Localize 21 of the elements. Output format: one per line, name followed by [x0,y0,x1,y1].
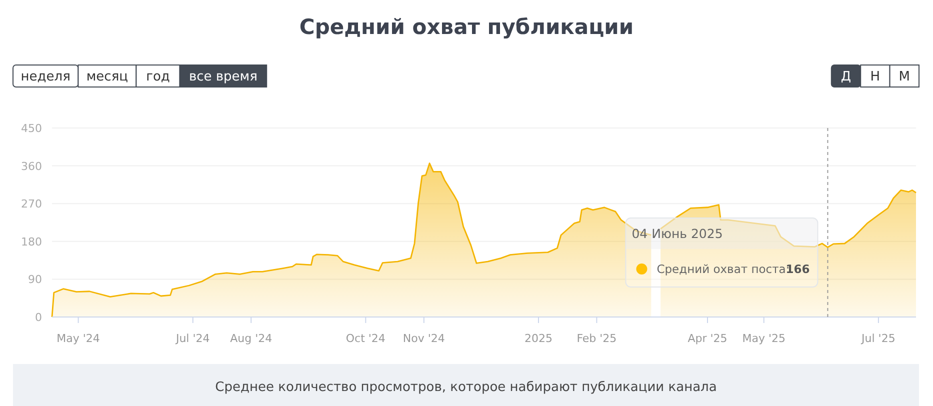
y-tick-label: 0 [35,311,42,324]
y-tick-label: 270 [21,198,42,211]
x-tick-label: Jul '24 [174,332,210,345]
x-tick-label: Apr '25 [688,332,728,345]
y-tick-label: 360 [21,160,42,173]
x-tick-label: Oct '24 [346,332,386,345]
x-tick-label: May '24 [56,332,100,345]
chart-title: Средний охват публикации [299,15,634,39]
x-tick-label: Jul '25 [860,332,896,345]
y-tick-label: 180 [21,235,42,248]
button-group: Д Н М [830,64,920,88]
x-tick-label: Aug '24 [230,332,272,345]
y-tick-label: 90 [28,273,42,286]
x-tick-label: Feb '25 [576,332,617,345]
text: Среднее количество просмотров, которое набирают публикации канала [215,380,717,395]
button-group: неделя месяц год все время [12,64,268,88]
y-tick-label: 450 [21,122,42,135]
annotation: 04 Июнь 2025 [632,226,723,241]
x-tick-label: Nov '24 [402,332,445,345]
x-tick-label: May '25 [742,332,786,345]
x-tick-label: 2025 [524,332,552,345]
